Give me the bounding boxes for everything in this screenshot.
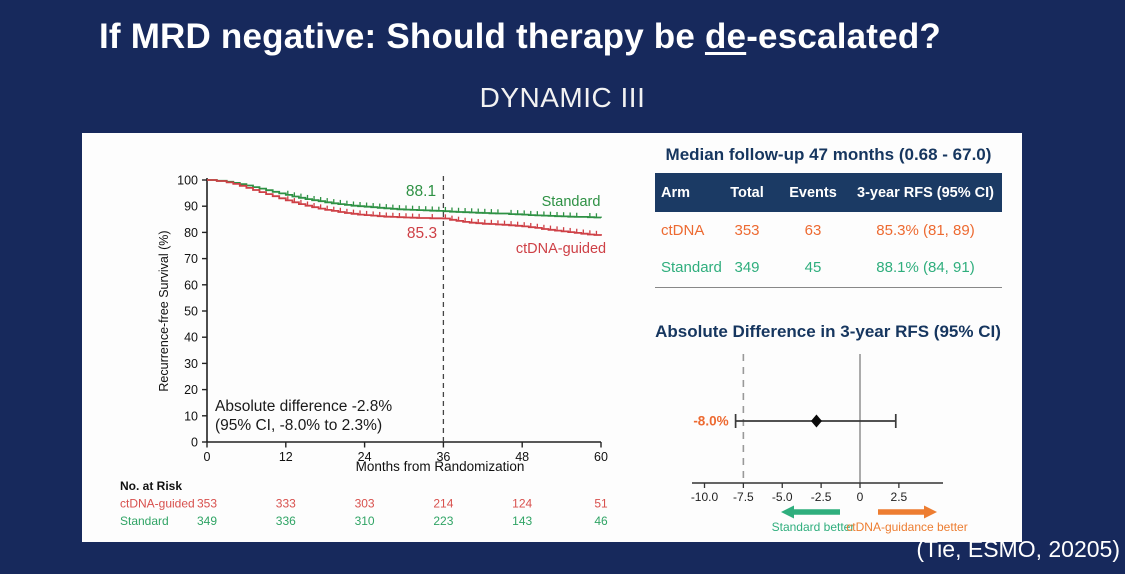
risk-value: 223 [433, 514, 453, 528]
risk-value: 51 [594, 497, 608, 511]
followup-table: Arm Total Events 3-year RFS (95% CI) ctDNA 35… [655, 173, 1002, 288]
title-underlined-word: de [704, 17, 747, 56]
forest-x-tick-label: -2.5 [811, 490, 832, 504]
title-suffix: -escalated? [746, 17, 941, 56]
citation: (Tie, ESMO, 20205) [916, 536, 1120, 562]
km-y-tick-label: 100 [177, 174, 198, 188]
forest-ci-low-label: -8.0% [693, 414, 728, 429]
slide-title: If MRD negative: Should therapy be de-es… [30, 16, 1010, 58]
followup-cell: Standard [661, 259, 722, 276]
followup-table-header-row: Arm Total Events 3-year RFS (95% CI) [655, 173, 1002, 212]
risk-value: 353 [197, 497, 217, 511]
km-annotation-ctdna-36mo: 85.3 [407, 225, 437, 242]
km-annotation-standard-36mo: 88.1 [406, 183, 436, 200]
risk-value: 124 [512, 497, 532, 511]
km-x-tick-label: 36 [436, 450, 450, 464]
followup-table-row-ctdna: ctDNA 353 63 85.3% (81, 89) [655, 212, 1002, 249]
km-y-axis-label: Recurrence-free Survival (%) [157, 230, 171, 391]
risk-row-name: ctDNA-guided [120, 497, 195, 511]
km-curve-ctdna-guided [207, 179, 602, 236]
ctdna-better-label: ctDNA-guidance better [846, 520, 967, 534]
title-prefix: If MRD negative: Should therapy be [99, 17, 705, 56]
forest-plot-title: Absolute Difference in 3-year RFS (95% C… [655, 322, 1001, 341]
risk-value: 303 [355, 497, 375, 511]
results-card: 0 10 20 30 40 50 60 70 80 90 100 0 12 24 36 48 60 88.1 85.… [82, 133, 1022, 542]
followup-table-row-standard: Standard 349 45 88.1% (84, 91) [655, 249, 1002, 286]
followup-cell: 353 [734, 222, 760, 239]
km-y-tick-label: 80 [184, 226, 198, 240]
risk-value: 46 [594, 514, 608, 528]
forest-x-tick-label: -7.5 [733, 490, 754, 504]
followup-title: Median follow-up 47 months (0.68 - 67.0) [665, 145, 992, 164]
followup-header-cell: Total [730, 184, 764, 201]
risk-value: 333 [276, 497, 296, 511]
standard-better-arrowhead [781, 505, 794, 519]
slide-subtitle: DYNAMIC III [479, 82, 646, 113]
km-y-tick-label: 30 [184, 357, 198, 371]
km-y-tick-label: 20 [184, 383, 198, 397]
forest-x-tick-label: 0 [857, 490, 864, 504]
followup-cell: ctDNA [661, 222, 705, 239]
km-x-tick-label: 12 [279, 450, 293, 464]
ctdna-better-arrowhead [924, 505, 937, 519]
followup-cell: 349 [734, 259, 760, 276]
km-x-tick-label: 24 [358, 450, 372, 464]
followup-table-divider [655, 287, 1002, 288]
risk-value: 349 [197, 514, 217, 528]
km-y-tick-label: 70 [184, 252, 198, 266]
followup-header-cell: Arm [661, 184, 691, 201]
km-y-tick-label: 40 [184, 331, 198, 345]
kaplan-meier-chart: 0 10 20 30 40 50 60 70 80 90 100 0 12 24 36 48 60 88.1 85.… [120, 174, 608, 529]
km-y-tick-label: 10 [184, 409, 198, 423]
risk-row-name: Standard [120, 514, 169, 528]
km-y-tick-label: 60 [184, 278, 198, 292]
km-curve-standard [207, 179, 602, 219]
forest-x-tick-label: 2.5 [891, 490, 908, 504]
km-y-tick-label: 90 [184, 200, 198, 214]
km-x-axis-label: Months from Randomization [356, 459, 525, 474]
forest-x-tick-label: -5.0 [772, 490, 793, 504]
km-note-line2: (95% CI, -8.0% to 2.3%) [215, 417, 382, 434]
forest-estimate-diamond [810, 414, 822, 428]
km-y-tick-label: 0 [191, 436, 198, 450]
km-legend-standard: Standard [542, 194, 601, 210]
risk-value: 336 [276, 514, 296, 528]
km-x-tick-label: 0 [204, 450, 211, 464]
risk-value: 214 [433, 497, 453, 511]
km-x-tick-label: 60 [594, 450, 608, 464]
followup-header-cell: Events [789, 184, 837, 201]
km-legend-ctdna-guided: ctDNA-guided [516, 241, 606, 257]
followup-header-cell: 3-year RFS (95% CI) [857, 184, 994, 201]
risk-value: 310 [355, 514, 375, 528]
forest-plot: -10.0 -7.5 -5.0 -2.5 0 2.5 -8.0% Standard bette… [691, 354, 968, 534]
km-note-line1: Absolute difference -2.8% [215, 398, 392, 415]
followup-cell: 88.1% (84, 91) [876, 259, 975, 276]
followup-cell: 63 [804, 222, 822, 239]
forest-x-tick-label: -10.0 [691, 490, 719, 504]
followup-cell: 45 [804, 259, 822, 276]
risk-value: 143 [512, 514, 532, 528]
km-x-tick-label: 48 [515, 450, 529, 464]
followup-cell: 85.3% (81, 89) [876, 222, 975, 239]
km-y-tick-label: 50 [184, 305, 198, 319]
standard-better-label: Standard better [772, 520, 855, 534]
risk-table-label: No. at Risk [120, 479, 182, 493]
